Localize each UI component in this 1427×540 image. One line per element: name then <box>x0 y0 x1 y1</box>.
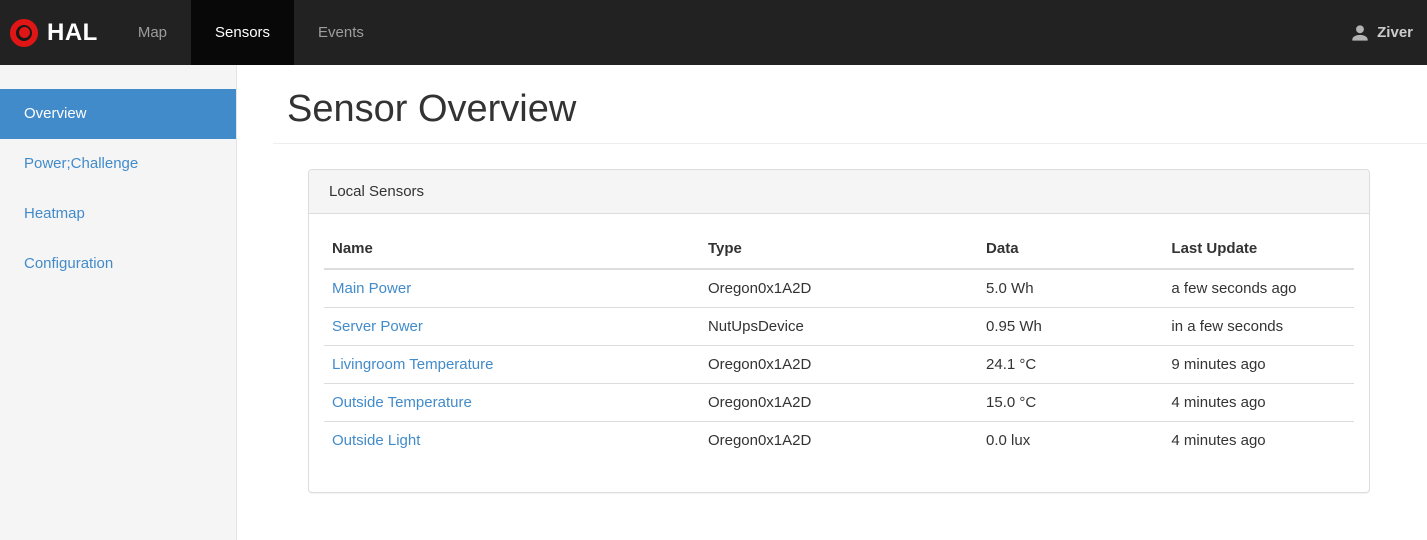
sidebar-item-power-challenge[interactable]: Power;Challenge <box>24 155 139 172</box>
column-header-type: Type <box>699 228 979 270</box>
table-header-row: Name Type Data Last Update <box>324 228 1354 270</box>
sensor-data: 15.0 °C <box>978 382 1164 422</box>
user-menu[interactable]: Ziver <box>1350 0 1427 65</box>
sidebar-item-heatmap[interactable]: Heatmap <box>24 205 85 222</box>
navbar-tabs: Map Sensors Events <box>114 0 388 65</box>
sensor-link-outside-temperature[interactable]: Outside Temperature <box>332 393 472 411</box>
sidebar: Overview Power;Challenge Heatmap Configu… <box>0 65 237 540</box>
sensor-data: 0.95 Wh <box>978 306 1164 346</box>
column-header-data: Data <box>978 228 1164 270</box>
sensor-link-server-power[interactable]: Server Power <box>332 317 423 335</box>
sidebar-item-configuration[interactable]: Configuration <box>24 255 114 272</box>
brand-title: HAL <box>47 18 98 46</box>
sensor-last-update: 4 minutes ago <box>1163 420 1354 459</box>
panel-title: Local Sensors <box>309 169 1369 214</box>
nav-tab-sensors[interactable]: Sensors <box>191 0 295 65</box>
sensor-type: NutUpsDevice <box>699 306 979 346</box>
body-row: Overview Power;Challenge Heatmap Configu… <box>0 65 1427 540</box>
nav-tab-events[interactable]: Events <box>318 24 364 41</box>
panel-body: Name Type Data Last Update Main Power Or… <box>309 214 1369 492</box>
column-header-name: Name <box>324 228 700 270</box>
local-sensors-panel: Local Sensors Name Type Data Last Update <box>308 168 1370 493</box>
page-title: Sensor Overview <box>287 88 577 130</box>
user-name: Ziver <box>1377 24 1413 41</box>
sensor-last-update: 4 minutes ago <box>1163 382 1354 422</box>
table-row: Main Power Oregon0x1A2D 5.0 Wh a few sec… <box>324 269 1354 308</box>
panel-wrap: Local Sensors Name Type Data Last Update <box>308 168 1370 493</box>
table-row: Outside Temperature Oregon0x1A2D 15.0 °C… <box>324 382 1354 422</box>
column-header-last-update: Last Update <box>1163 228 1354 270</box>
sensor-type: Oregon0x1A2D <box>699 382 979 422</box>
user-person-icon <box>1350 23 1370 43</box>
bullseye-target-icon <box>10 18 38 47</box>
sensors-table: Name Type Data Last Update Main Power Or… <box>324 228 1354 459</box>
sensor-link-main-power[interactable]: Main Power <box>332 279 412 297</box>
sensor-data: 5.0 Wh <box>986 279 1034 297</box>
nav-tab-map[interactable]: Map <box>137 24 168 41</box>
sensor-type: Oregon0x1A2D <box>699 344 979 384</box>
table-row: Server Power NutUpsDevice 0.95 Wh in a f… <box>324 306 1354 346</box>
sensor-type: Oregon0x1A2D <box>707 279 812 297</box>
page-header: Sensor Overview <box>273 88 1427 144</box>
sensor-last-update: in a few seconds <box>1163 306 1354 346</box>
brand-home-link[interactable]: HAL <box>0 0 114 65</box>
table-row: Livingroom Temperature Oregon0x1A2D 24.1… <box>324 344 1354 384</box>
sensor-link-livingroom-temperature[interactable]: Livingroom Temperature <box>332 355 494 373</box>
table-row: Outside Light Oregon0x1A2D 0.0 lux 4 min… <box>324 420 1354 459</box>
top-navbar: HAL Map Sensors Events Ziver <box>0 0 1427 65</box>
sensor-last-update: 9 minutes ago <box>1163 344 1354 384</box>
sidebar-item-overview[interactable]: Overview <box>0 89 236 139</box>
sensor-link-outside-light[interactable]: Outside Light <box>332 431 421 449</box>
sensor-type: Oregon0x1A2D <box>699 420 979 459</box>
sensor-data: 24.1 °C <box>978 344 1164 384</box>
main-content: Sensor Overview Local Sensors Name Type … <box>237 65 1427 540</box>
sensor-last-update: a few seconds ago <box>1171 279 1297 297</box>
sensor-data: 0.0 lux <box>978 420 1164 459</box>
